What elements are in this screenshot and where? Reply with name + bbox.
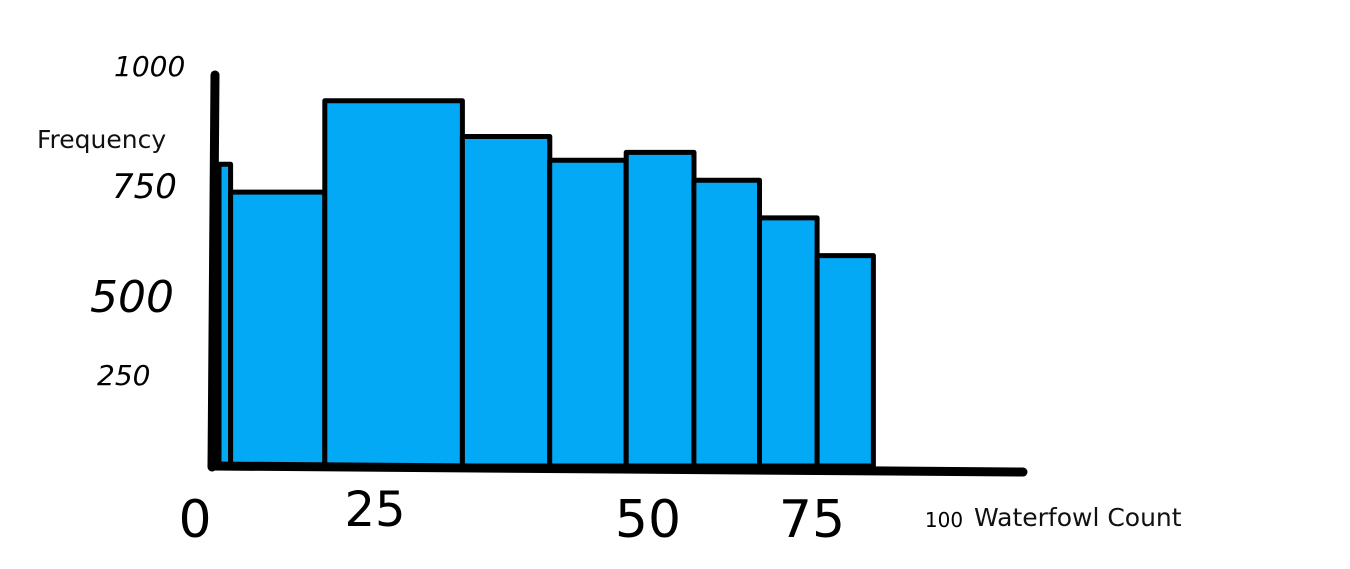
y-tick-labels: 250 500 750 1000 <box>90 50 185 392</box>
y-tick-label: 1000 <box>114 50 185 83</box>
x-axis-line <box>207 461 1028 477</box>
histogram-bar <box>228 189 328 469</box>
y-axis-line <box>207 70 220 472</box>
histogram-bar <box>757 215 820 469</box>
x-tick-label: 50 <box>615 490 681 550</box>
x-tick-label: 75 <box>779 490 845 550</box>
x-tick-label: 25 <box>344 482 405 538</box>
histogram-bar <box>547 157 629 469</box>
histogram-bar <box>459 134 553 469</box>
histogram-bar <box>691 177 763 469</box>
x-tick-label: 0 <box>178 490 211 550</box>
x-tick-labels: 0 25 50 75 100 <box>178 482 963 550</box>
y-tick-label: 250 <box>97 359 150 392</box>
histogram-bar <box>814 253 876 469</box>
y-axis-label: Frequency <box>37 125 166 154</box>
histogram-bar <box>623 149 697 469</box>
bars-group <box>216 98 876 469</box>
histogram-bar <box>322 98 465 469</box>
x-tick-label: 100 <box>925 508 963 532</box>
y-tick-label: 500 <box>90 272 174 323</box>
y-tick-label: 750 <box>112 167 177 207</box>
x-axis-label: Waterfowl Count <box>974 503 1182 532</box>
